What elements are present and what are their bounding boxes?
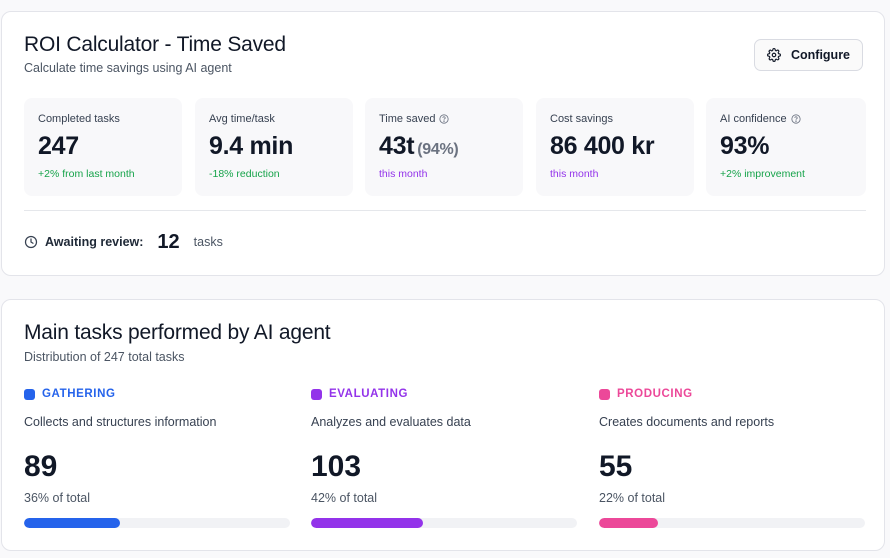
category-description: Collects and structures information (24, 415, 217, 429)
stat-cost-savings: Cost savings 86 400 kr this month (536, 98, 694, 196)
stat-value: 247 (38, 132, 79, 160)
category-share: 36% of total (24, 491, 91, 505)
stat-note: -18% reduction (209, 168, 280, 180)
page-title: ROI Calculator - Time Saved (24, 33, 286, 56)
category-share: 22% of total (599, 491, 666, 505)
category-name: EVALUATING (329, 388, 409, 400)
info-circle-icon[interactable] (439, 114, 450, 124)
clock-icon (24, 235, 38, 249)
stat-value: 43t (94%) (379, 132, 459, 160)
category-color-dot (599, 388, 610, 400)
configure-button[interactable]: Configure (754, 39, 863, 71)
stat-value: 9.4 min (209, 132, 294, 160)
info-circle-icon[interactable] (791, 114, 801, 124)
stat-label: Completed tasks (38, 113, 120, 125)
category-producing: PRODUCING Creates documents and reports … (599, 388, 865, 533)
section-subtitle: Distribution of 247 total tasks (24, 350, 185, 364)
category-count: 89 (24, 450, 58, 483)
stat-value-percent: (94%) (417, 141, 459, 158)
category-count: 55 (599, 450, 633, 483)
stat-time-saved: Time saved 43t (94%) this month (365, 98, 523, 196)
category-share: 42% of total (311, 491, 378, 505)
stat-ai-confidence: AI confidence 93% +2% improvement (706, 98, 866, 196)
stat-value: 93% (720, 132, 770, 160)
stat-label: Time saved (379, 113, 450, 125)
category-gathering: GATHERING Collects and structures inform… (24, 388, 290, 533)
awaiting-review: Awaiting review: 12 tasks (24, 230, 223, 254)
category-description: Analyzes and evaluates data (311, 415, 471, 429)
stat-label: Avg time/task (209, 113, 275, 125)
category-progress-fill (311, 518, 423, 528)
category-progress-fill (599, 518, 658, 528)
awaiting-review-label: Awaiting review: (45, 235, 144, 249)
page-subtitle: Calculate time savings using AI agent (24, 61, 232, 75)
awaiting-review-unit: tasks (193, 235, 223, 249)
category-color-dot (311, 388, 322, 400)
roi-calculator-card: ROI Calculator - Time Saved Calculate ti… (1, 11, 885, 276)
stat-completed-tasks: Completed tasks 247 +2% from last month (24, 98, 182, 196)
stat-note: +2% from last month (38, 168, 135, 180)
stat-label: Cost savings (550, 113, 613, 125)
divider (24, 210, 866, 211)
category-name: GATHERING (42, 388, 116, 400)
stat-note: this month (550, 168, 599, 180)
stat-value: 86 400 kr (550, 132, 655, 160)
category-progress-track (311, 518, 577, 528)
stat-note: this month (379, 168, 428, 180)
stats-row: Completed tasks 247 +2% from last month … (24, 98, 866, 196)
category-progress-track (24, 518, 290, 528)
stat-label: AI confidence (720, 113, 801, 125)
category-evaluating: EVALUATING Analyzes and evaluates data 1… (311, 388, 577, 533)
awaiting-review-count: 12 (157, 230, 180, 253)
configure-button-label: Configure (790, 48, 851, 62)
category-count: 103 (311, 450, 362, 483)
category-color-dot (24, 388, 35, 400)
category-progress-track (599, 518, 865, 528)
category-name: PRODUCING (617, 388, 693, 400)
section-title: Main tasks performed by AI agent (24, 321, 331, 344)
category-progress-fill (24, 518, 120, 528)
stat-avg-time: Avg time/task 9.4 min -18% reduction (195, 98, 353, 196)
stat-note: +2% improvement (720, 168, 805, 180)
category-description: Creates documents and reports (599, 415, 775, 429)
gear-icon (767, 48, 781, 62)
main-tasks-card: Main tasks performed by AI agent Distrib… (1, 299, 885, 551)
